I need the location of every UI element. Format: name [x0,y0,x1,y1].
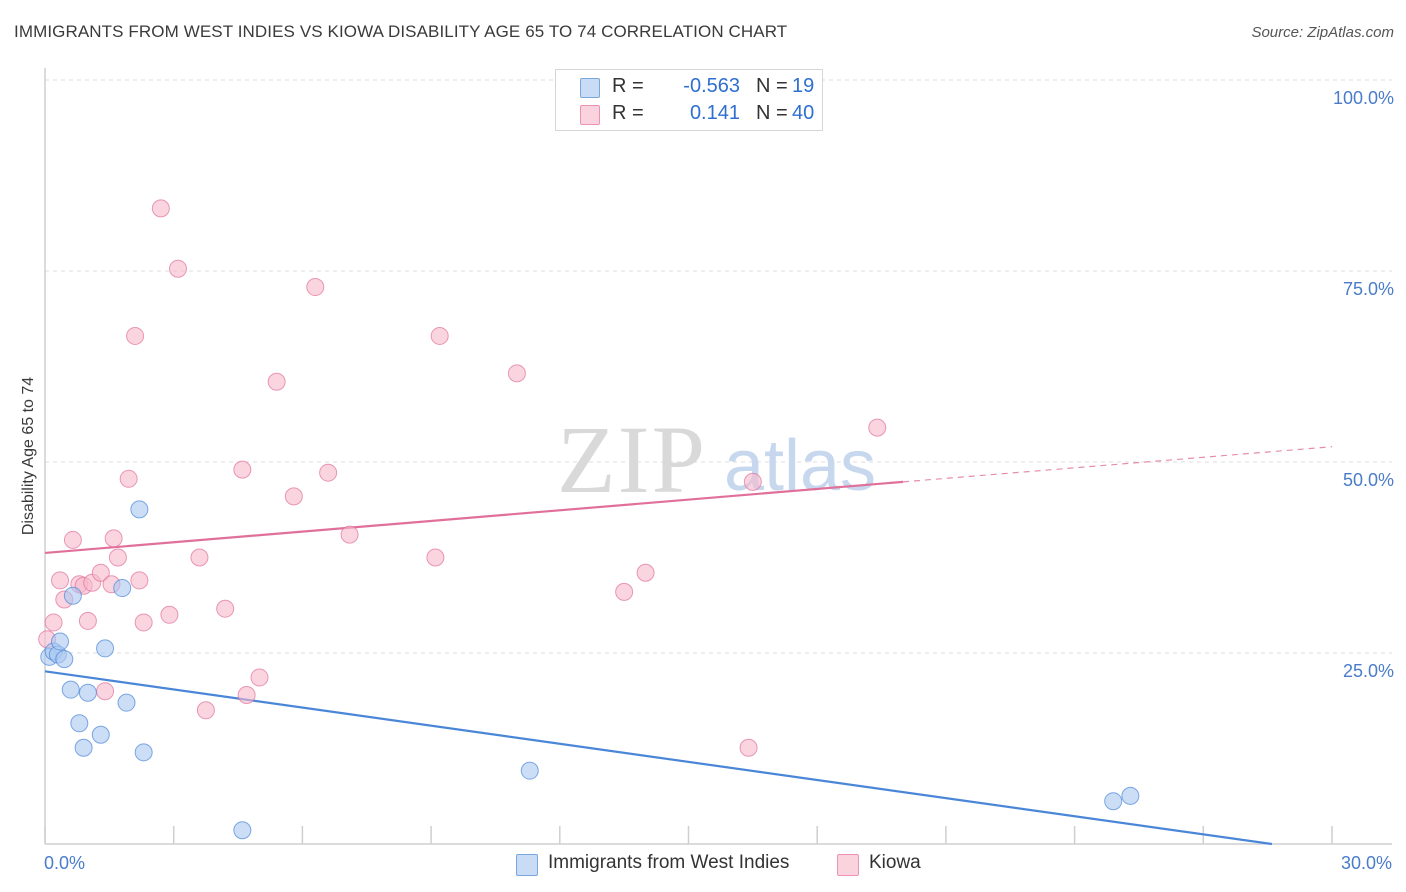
point-kiowa [237,686,256,705]
point-west-indies [130,500,149,519]
watermark: ZIP atlas [557,406,876,513]
point-kiowa [78,611,97,630]
point-kiowa [267,372,286,391]
point-kiowa [44,613,63,632]
n-label: N = [756,102,788,124]
point-kiowa [134,613,153,632]
point-west-indies [74,738,93,757]
point-kiowa [868,418,887,437]
point-west-indies [117,693,136,712]
point-kiowa [130,571,149,590]
point-west-indies [134,743,153,762]
point-kiowa [306,278,325,297]
n-value: 40 [792,102,815,124]
point-kiowa [108,548,127,567]
point-kiowa [216,599,235,618]
point-kiowa [51,571,70,590]
point-kiowa [126,326,145,345]
y-tick-label: 25.0% [1343,661,1394,681]
point-west-indies [78,683,97,702]
point-kiowa [160,605,179,624]
trend-line-kiowa [44,480,904,555]
point-kiowa [151,199,170,218]
trend-line-west-indies [44,670,1273,846]
x-tick-label: 0.0% [44,853,85,873]
tick-labels: 25.0% 50.0% 75.0% 100.0% 0.0% 30.0% [44,88,1394,873]
point-west-indies [91,725,110,744]
point-kiowa [615,582,634,601]
n-label: N = [756,75,788,97]
point-west-indies [1104,792,1123,811]
y-tick-label: 50.0% [1343,470,1394,490]
point-west-indies [233,821,252,840]
grid-lines [45,79,1392,654]
point-west-indies [55,650,74,669]
n-value: 19 [792,75,815,97]
point-kiowa [233,460,252,479]
point-kiowa [250,668,269,687]
point-west-indies [63,586,82,605]
point-kiowa [196,701,215,720]
point-kiowa [63,530,82,549]
point-kiowa [340,525,359,544]
point-kiowa [426,548,445,567]
r-label: R = [612,102,644,124]
r-value: -0.563 [683,75,740,97]
point-kiowa [743,472,762,491]
point-kiowa [739,738,758,757]
watermark-zip: ZIP [557,406,707,513]
y-tick-label: 100.0% [1333,88,1394,108]
point-kiowa [284,487,303,506]
stats-swatch-kiowa [580,105,600,125]
legend-label: Immigrants from West Indies [548,852,790,873]
stats-swatch-west-indies [580,78,600,98]
point-west-indies [96,639,115,658]
point-west-indies [520,761,539,780]
point-kiowa [119,469,138,488]
source-label: Source: ZipAtlas.com [1251,24,1394,41]
point-west-indies [61,680,80,699]
x-tick-label: 30.0% [1341,853,1392,873]
data-points [38,199,1140,840]
legend-swatch-west-indies [516,854,538,876]
point-kiowa [507,364,526,383]
series-legend: Immigrants from West Indies Kiowa [0,852,1406,878]
legend-label: Kiowa [869,852,921,873]
point-kiowa [91,563,110,582]
point-west-indies [1121,786,1140,805]
y-axis-label: Disability Age 65 to 74 [20,377,37,535]
point-west-indies [70,714,89,733]
chart-title: IMMIGRANTS FROM WEST INDIES VS KIOWA DIS… [14,22,788,41]
r-value: 0.141 [689,102,740,124]
point-west-indies [113,579,132,598]
legend-swatch-kiowa [837,854,859,876]
point-kiowa [168,259,187,278]
y-tick-label: 75.0% [1343,279,1394,299]
stats-legend: R = -0.563 N = 19 R = 0.141 N = 40 [555,69,823,131]
r-label: R = [612,75,644,97]
point-kiowa [430,326,449,345]
point-kiowa [96,682,115,701]
point-kiowa [190,548,209,567]
point-west-indies [51,632,70,651]
axes [44,68,1392,845]
point-kiowa [319,463,338,482]
trend-extension-kiowa [902,446,1333,483]
watermark-atlas: atlas [724,426,876,506]
point-kiowa [636,563,655,582]
point-kiowa [104,529,123,548]
